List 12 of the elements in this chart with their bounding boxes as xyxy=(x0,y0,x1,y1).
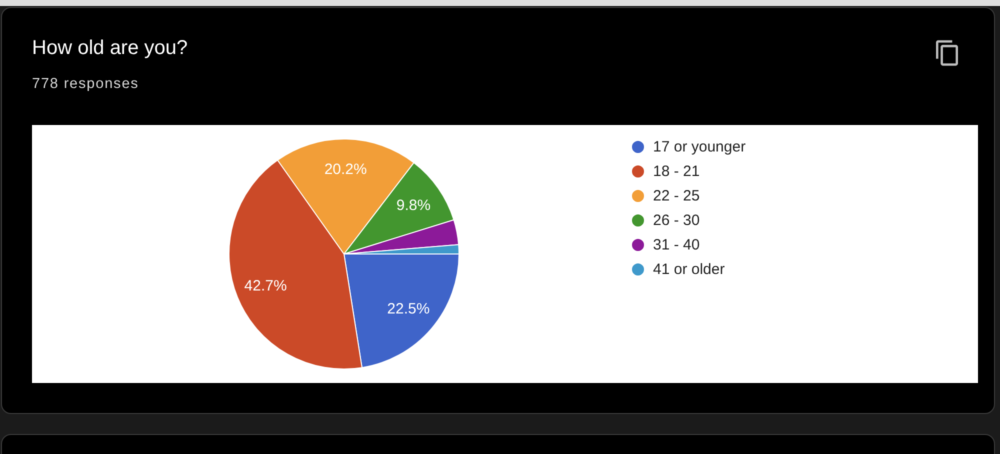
data-label: 22.5% xyxy=(387,300,430,318)
legend-label: 31 - 40 xyxy=(653,236,700,254)
data-label: 42.7% xyxy=(244,277,287,294)
legend-label: 41 or older xyxy=(653,261,725,278)
legend-label: 26 - 30 xyxy=(653,212,700,229)
chart-title: How old are you? xyxy=(32,37,188,59)
data-label: 20.2% xyxy=(324,160,367,178)
legend-label: 22 - 25 xyxy=(653,188,700,204)
data-label: 9.8% xyxy=(396,197,431,214)
text: 778 responses xyxy=(32,76,139,92)
legend-label: 17 or younger xyxy=(653,138,746,156)
legend-label: 18 - 21 xyxy=(653,163,700,180)
